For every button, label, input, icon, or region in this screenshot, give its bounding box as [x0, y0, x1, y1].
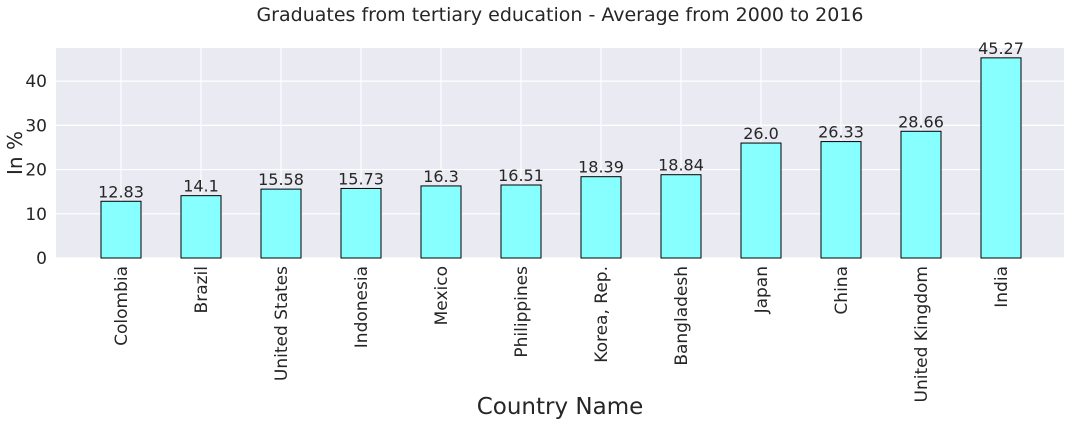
y-tick-label: 30 — [25, 116, 47, 136]
plot-area — [56, 48, 1064, 258]
bars — [100, 57, 1022, 259]
data-label: 15.58 — [258, 170, 304, 189]
bar — [100, 200, 142, 259]
y-tick-label: 40 — [25, 72, 47, 92]
bar — [660, 174, 702, 259]
x-tick-label: United States — [272, 266, 292, 381]
x-tick-label: United Kingdom — [912, 266, 932, 402]
data-label: 12.83 — [98, 182, 144, 201]
data-label: 16.3 — [423, 167, 459, 186]
chart-title: Graduates from tertiary education - Aver… — [256, 4, 863, 26]
data-label: 26.0 — [743, 124, 779, 143]
bar — [340, 187, 382, 259]
data-label: 26.33 — [818, 123, 864, 142]
bar — [900, 130, 942, 259]
data-label: 15.73 — [338, 169, 384, 188]
data-label: 18.39 — [578, 158, 624, 177]
data-label: 28.66 — [898, 112, 944, 131]
data-label: 16.51 — [498, 166, 544, 185]
bar — [500, 184, 542, 259]
data-label: 45.27 — [978, 39, 1024, 58]
x-tick-label: Brazil — [192, 266, 212, 313]
x-axis-label: Country Name — [477, 394, 644, 420]
x-tick-label: India — [992, 266, 1012, 308]
x-tick-label: Colombia — [112, 266, 132, 346]
bar — [180, 195, 222, 259]
bar — [980, 57, 1022, 259]
x-tick-label: China — [832, 266, 852, 315]
x-tick-label: Korea, Rep. — [592, 266, 612, 363]
x-tick-labels: Colombia Brazil United States Indonesia Mexi… — [112, 266, 1012, 403]
x-tick-label: Philippines — [512, 266, 532, 358]
y-axis-label: In % — [3, 131, 27, 175]
x-tick-label: Indonesia — [352, 266, 372, 348]
data-label: 18.84 — [658, 156, 704, 175]
data-labels: 12.83 14.1 15.58 15.73 16.3 16.51 18.39 18.84 26… — [98, 39, 1024, 201]
bar — [740, 142, 782, 259]
x-tick-label: Japan — [752, 266, 772, 314]
bar — [580, 176, 622, 259]
y-tick-labels: 0 10 20 30 40 — [25, 72, 47, 269]
bar — [260, 188, 302, 259]
x-tick-label: Mexico — [432, 266, 452, 325]
y-tick-label: 20 — [25, 161, 47, 181]
y-tick-label: 0 — [36, 249, 47, 269]
bar — [820, 141, 862, 259]
x-tick-label: Bangladesh — [672, 266, 692, 366]
y-tick-label: 10 — [25, 205, 47, 225]
bar — [420, 185, 462, 259]
data-label: 14.1 — [183, 177, 219, 196]
